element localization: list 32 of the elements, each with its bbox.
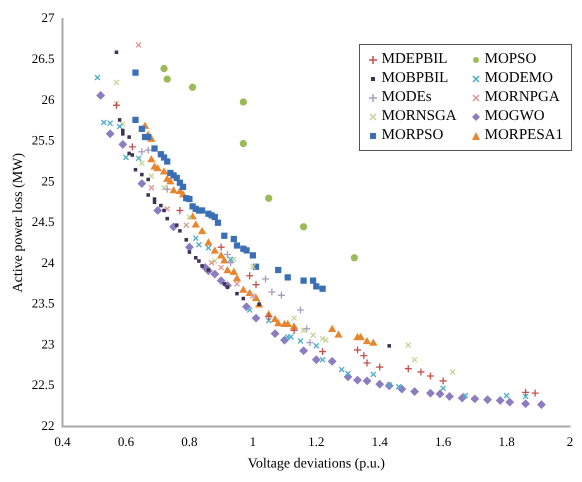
y-tick-label: 26.5 <box>32 51 55 66</box>
y-tick-label: 23 <box>42 336 55 352</box>
legend-label: MORNSGA <box>382 108 457 125</box>
x-tick-label: 0.8 <box>181 434 198 449</box>
y-tick-label: 23.5 <box>32 296 55 311</box>
x-tick-label: 2 <box>566 434 574 449</box>
y-axis-title: Active power loss (MW) <box>11 152 26 292</box>
y-tick-label: 22.5 <box>32 377 55 392</box>
y-tick-label: 24 <box>42 254 56 270</box>
x-tick-label: 0.4 <box>54 434 72 449</box>
legend-label: MOPSO <box>484 51 536 68</box>
x-tick-label: 1.8 <box>498 434 515 449</box>
legend-label: MOGWO <box>484 108 545 125</box>
y-tick-label: 25 <box>42 173 55 188</box>
legend-label: MODEMO <box>484 70 553 87</box>
y-tick-label: 25.5 <box>32 132 55 148</box>
legend-label: MORPESA1 <box>484 127 563 144</box>
x-tick-label: 1 <box>250 434 256 449</box>
x-tick-label: 1.4 <box>372 434 388 449</box>
legend-label: MODEs <box>382 89 432 106</box>
legend-label: MDEPBIL <box>382 51 448 68</box>
x-tick-label: 1.2 <box>308 434 324 449</box>
y-tick-label: 26 <box>42 92 56 107</box>
x-tick-label: 1.6 <box>435 434 452 449</box>
y-tick-label: 24.5 <box>32 214 55 230</box>
legend-label: MORNPGA <box>484 89 560 106</box>
y-tick-label: 22 <box>42 418 55 434</box>
x-tick-label: 0.6 <box>118 434 135 449</box>
y-tick-label: 27 <box>42 10 56 26</box>
legend-label: MOBPBIL <box>382 70 448 87</box>
legend-label: MORPSO <box>382 127 444 144</box>
x-axis-title: Voltage deviations (p.u.) <box>248 456 386 472</box>
